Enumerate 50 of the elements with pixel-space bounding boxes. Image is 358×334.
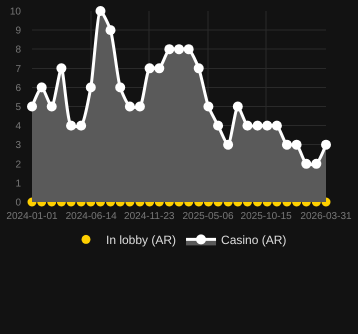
- point: [174, 44, 184, 54]
- point: [95, 6, 106, 16]
- point: [272, 120, 282, 131]
- y-tick-label: 0: [15, 198, 22, 208]
- point: [154, 63, 164, 74]
- point: [184, 44, 194, 54]
- point: [36, 82, 47, 92]
- point: [282, 140, 292, 150]
- x-tick-label: 2024-06-14: [66, 211, 118, 222]
- point: [213, 120, 224, 131]
- point: [115, 82, 126, 92]
- y-tick-label: 1: [15, 178, 22, 190]
- point: [321, 140, 331, 150]
- point: [134, 102, 145, 112]
- point: [27, 102, 37, 112]
- point: [194, 63, 204, 74]
- point: [292, 140, 302, 150]
- point: [262, 120, 272, 131]
- point: [232, 102, 243, 112]
- point: [301, 158, 312, 169]
- point: [46, 102, 57, 112]
- point: [106, 25, 116, 36]
- x-tick-label: 2024-01-01: [6, 211, 58, 222]
- x-tick-label: 2025-10-15: [240, 211, 292, 222]
- y-tick-label: 10: [10, 6, 22, 18]
- point: [223, 140, 234, 150]
- y-tick-label: 9: [15, 26, 22, 37]
- legend-label: Casino (AR): [221, 233, 286, 248]
- point: [242, 120, 252, 131]
- point: [76, 120, 86, 131]
- point: [124, 102, 135, 112]
- point: [203, 102, 214, 112]
- point: [56, 63, 66, 74]
- point: [311, 158, 322, 169]
- x-tick-label: 2026-03-31: [300, 211, 352, 222]
- point: [144, 63, 155, 74]
- x-tick-label: 2025-05-06: [182, 211, 234, 222]
- point: [66, 120, 76, 131]
- y-tick-label: 2: [15, 159, 22, 170]
- x-tick-label: 2024-11-23: [124, 211, 175, 222]
- point: [164, 44, 174, 54]
- legend-label: In lobby (AR): [106, 233, 176, 248]
- y-tick-label: 5: [15, 102, 22, 113]
- y-tick-label: 8: [15, 44, 22, 56]
- y-tick-label: 7: [15, 64, 22, 75]
- point: [252, 120, 263, 131]
- y-tick-label: 6: [15, 82, 22, 94]
- y-tick-label: 4: [15, 121, 22, 132]
- point: [86, 82, 96, 92]
- y-tick-label: 3: [15, 140, 22, 152]
